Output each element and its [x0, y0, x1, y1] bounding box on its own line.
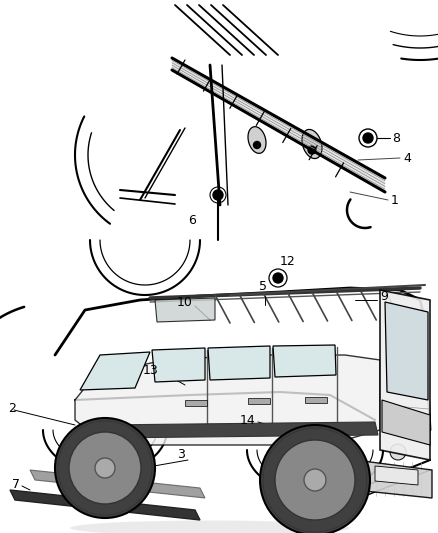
Polygon shape: [185, 400, 207, 406]
Polygon shape: [155, 298, 215, 322]
Polygon shape: [75, 355, 380, 445]
Circle shape: [363, 133, 373, 143]
Polygon shape: [355, 460, 432, 498]
Circle shape: [390, 444, 406, 460]
Polygon shape: [302, 130, 322, 158]
Text: 1: 1: [391, 193, 399, 206]
Polygon shape: [100, 422, 378, 438]
Circle shape: [273, 273, 283, 283]
Text: 2: 2: [8, 401, 16, 415]
Polygon shape: [248, 398, 270, 404]
Text: 8: 8: [392, 132, 400, 144]
Polygon shape: [208, 346, 270, 380]
Polygon shape: [380, 290, 430, 460]
Circle shape: [304, 469, 326, 491]
Circle shape: [213, 190, 223, 200]
Text: 9: 9: [380, 290, 388, 303]
Text: 5: 5: [259, 280, 267, 293]
Circle shape: [260, 425, 370, 533]
Polygon shape: [10, 490, 200, 520]
Polygon shape: [248, 127, 266, 154]
Text: 4: 4: [403, 151, 411, 165]
Circle shape: [69, 432, 141, 504]
Text: 12: 12: [280, 255, 296, 268]
Polygon shape: [273, 345, 336, 377]
Text: 10: 10: [177, 296, 193, 310]
Polygon shape: [375, 466, 418, 485]
Text: 6: 6: [188, 214, 196, 227]
Text: 7: 7: [12, 478, 20, 490]
Circle shape: [275, 440, 355, 520]
Polygon shape: [80, 352, 150, 390]
Circle shape: [55, 418, 155, 518]
Polygon shape: [172, 58, 385, 192]
Polygon shape: [305, 397, 327, 403]
Circle shape: [308, 146, 316, 154]
Text: 14: 14: [239, 414, 255, 426]
Polygon shape: [30, 470, 205, 498]
Circle shape: [95, 458, 115, 478]
Ellipse shape: [70, 521, 350, 533]
Text: 13: 13: [142, 364, 158, 376]
Polygon shape: [382, 400, 430, 445]
Polygon shape: [385, 302, 428, 400]
Text: 3: 3: [177, 448, 185, 462]
Circle shape: [254, 141, 261, 149]
Polygon shape: [152, 348, 205, 382]
